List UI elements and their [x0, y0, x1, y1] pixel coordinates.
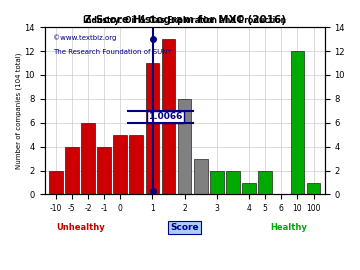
Text: Score: Score: [170, 223, 199, 232]
Text: 1.0066: 1.0066: [148, 112, 183, 121]
Bar: [178, 99, 192, 194]
Bar: [65, 147, 79, 194]
Bar: [130, 135, 143, 194]
Bar: [194, 158, 208, 194]
Text: Healthy: Healthy: [270, 223, 307, 232]
Bar: [258, 171, 272, 194]
Bar: [242, 183, 256, 194]
Bar: [113, 135, 127, 194]
Bar: [307, 183, 320, 194]
Text: Industry: Oil & Gas Exploration and Production: Industry: Oil & Gas Exploration and Prod…: [83, 16, 286, 25]
Title: Z-Score Histogram for MXC (2016): Z-Score Histogram for MXC (2016): [84, 15, 285, 25]
Bar: [210, 171, 224, 194]
Y-axis label: Number of companies (104 total): Number of companies (104 total): [15, 53, 22, 169]
Text: ©www.textbiz.org: ©www.textbiz.org: [53, 34, 116, 40]
Text: The Research Foundation of SUNY: The Research Foundation of SUNY: [53, 49, 172, 55]
Bar: [145, 63, 159, 194]
Text: Unhealthy: Unhealthy: [57, 223, 105, 232]
Bar: [81, 123, 95, 194]
Bar: [97, 147, 111, 194]
Bar: [226, 171, 240, 194]
Bar: [49, 171, 63, 194]
Bar: [162, 39, 175, 194]
Bar: [291, 51, 304, 194]
